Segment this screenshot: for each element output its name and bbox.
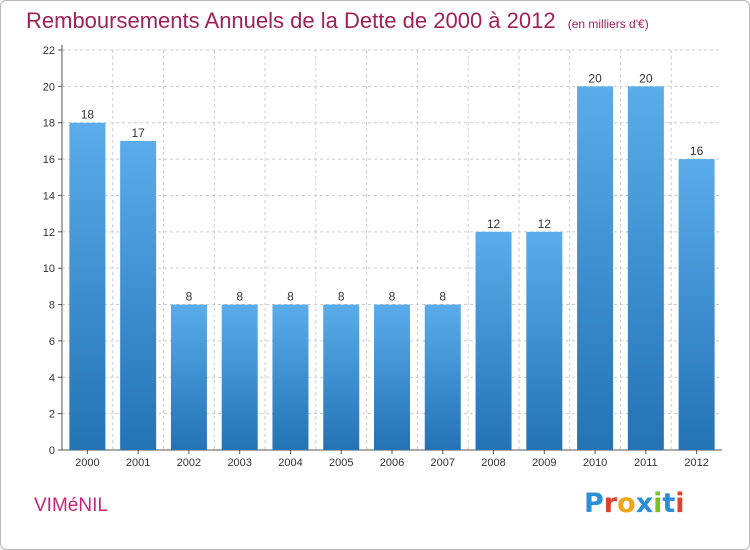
value-label-2010: 20 [588, 71, 602, 85]
value-labels: 18 17 8 8 8 8 8 8 12 12 20 20 16 [81, 71, 704, 303]
value-label-2011: 20 [639, 71, 653, 85]
x-tick-label-2005: 2005 [329, 457, 353, 469]
y-tick-label: 6 [49, 336, 55, 348]
value-label-2002: 8 [186, 290, 193, 304]
x-tick-label-2003: 2003 [227, 457, 251, 469]
value-label-2003: 8 [236, 290, 243, 304]
value-label-2000: 18 [81, 108, 95, 122]
bar-2010 [577, 86, 614, 450]
y-tick-label: 0 [49, 445, 55, 457]
y-tick-label: 2 [49, 409, 55, 421]
bar-2012 [678, 159, 715, 450]
x-tick-label-2008: 2008 [481, 457, 505, 469]
logo-letter: P [584, 488, 604, 519]
bar-2011 [627, 86, 664, 450]
y-tick-label: 10 [43, 263, 55, 275]
value-label-2009: 12 [538, 217, 552, 231]
x-tick-label-2007: 2007 [431, 457, 455, 469]
title-text: Remboursements Annuels de la Dette de 20… [26, 8, 556, 33]
value-label-2007: 8 [439, 290, 446, 304]
logo-letter: t [662, 488, 676, 519]
title-unit: (en milliers d'€) [567, 17, 649, 31]
y-tick-label: 8 [49, 300, 55, 312]
value-label-2001: 17 [131, 126, 145, 140]
y-tick-label: 16 [43, 154, 55, 166]
y-tick-label: 18 [43, 118, 55, 130]
value-label-2006: 8 [389, 290, 396, 304]
x-tick-label-2009: 2009 [532, 457, 556, 469]
commune-name: VIMéNIL [34, 495, 108, 516]
x-tick-label-2001: 2001 [126, 457, 150, 469]
bar-2007 [424, 304, 461, 450]
value-label-2005: 8 [338, 290, 345, 304]
x-tick-label-2002: 2002 [177, 457, 201, 469]
bar-2001 [120, 140, 157, 450]
bar-2000 [69, 122, 106, 451]
proxiti-logo: Proxiti [584, 488, 685, 519]
value-label-2004: 8 [287, 290, 294, 304]
x-tick-label-2000: 2000 [75, 457, 99, 469]
x-tick-label-2004: 2004 [278, 457, 302, 469]
bar-2006 [374, 304, 410, 450]
x-tick-label-2006: 2006 [380, 457, 404, 469]
y-tick-label: 4 [49, 372, 55, 384]
bar-2009 [526, 231, 563, 450]
x-tick-label-2012: 2012 [684, 457, 708, 469]
logo-letter: x [635, 488, 654, 519]
y-tick-label: 22 [43, 45, 55, 57]
value-label-2008: 12 [487, 217, 501, 231]
logo-letter: o [617, 488, 636, 519]
logo-letter: i [675, 488, 685, 519]
y-tick-label: 12 [43, 227, 55, 239]
chart-title: Remboursements Annuels de la Dette de 20… [26, 8, 649, 34]
x-tick-label-2010: 2010 [583, 457, 607, 469]
y-tick-label: 20 [43, 81, 55, 93]
bar-2008 [475, 231, 512, 450]
bar-2005 [323, 304, 360, 450]
logo-letter: r [603, 488, 618, 519]
value-label-2012: 16 [690, 144, 704, 158]
bar-2003 [221, 304, 258, 450]
bar-2004 [272, 304, 309, 450]
x-tick-label-2011: 2011 [634, 457, 658, 469]
bars [69, 86, 715, 451]
bar-2002 [170, 304, 207, 450]
y-tick-label: 14 [43, 190, 55, 202]
logo-letter: i [653, 488, 663, 519]
